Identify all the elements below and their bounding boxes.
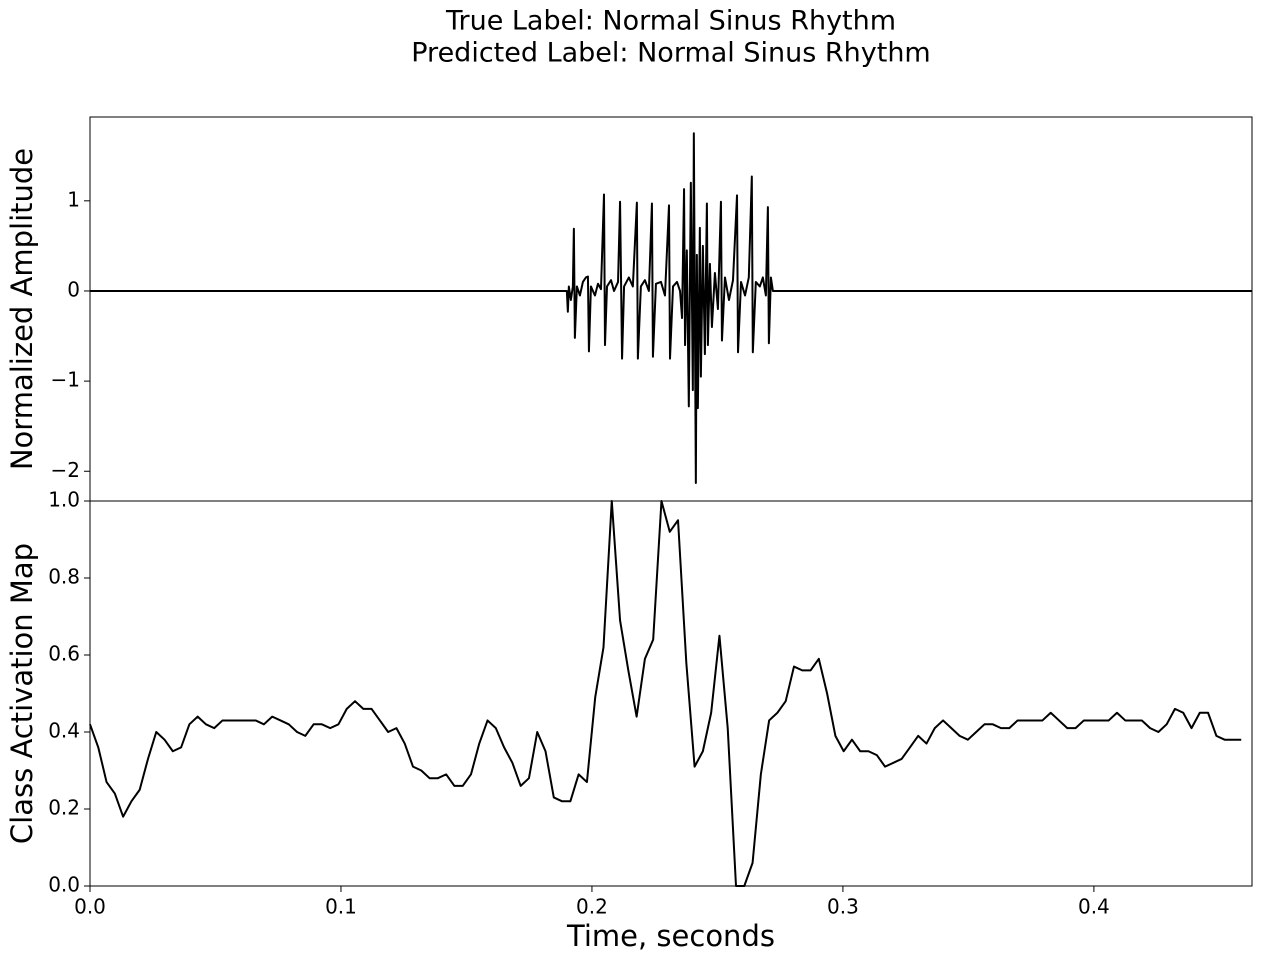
x-tick-label: 0.4 (1078, 895, 1110, 919)
title-line: Predicted Label: Normal Sinus Rhythm (411, 38, 931, 69)
plot-frame (89, 500, 1253, 887)
y-tick-label: 1.0 (48, 488, 80, 512)
y-tick-label: 0.6 (48, 642, 80, 666)
y-axis-label: Class Activation Map (5, 543, 39, 844)
y-tick-label: −1 (51, 368, 80, 392)
y-tick-label: 0 (67, 277, 80, 301)
x-axis-label: Time, seconds (566, 919, 775, 953)
data-line (89, 500, 1242, 887)
y-tick-label: −2 (51, 458, 80, 482)
y-tick-label: 0.4 (48, 719, 80, 743)
y-tick-label: 0.2 (48, 796, 80, 820)
x-tick-label: 0.3 (827, 895, 859, 919)
data-line (90, 132, 1252, 484)
y-tick-label: 0.8 (48, 565, 80, 589)
y-axis-label: Normalized Amplitude (5, 148, 39, 470)
y-tick-label: 0.0 (48, 873, 80, 897)
title-line: True Label: Normal Sinus Rhythm (445, 6, 896, 37)
x-tick-label: 0.0 (74, 895, 106, 919)
x-tick-label: 0.1 (325, 895, 357, 919)
plot-frame (89, 116, 1253, 502)
x-tick-label: 0.2 (576, 895, 608, 919)
y-tick-label: 1 (67, 187, 80, 211)
